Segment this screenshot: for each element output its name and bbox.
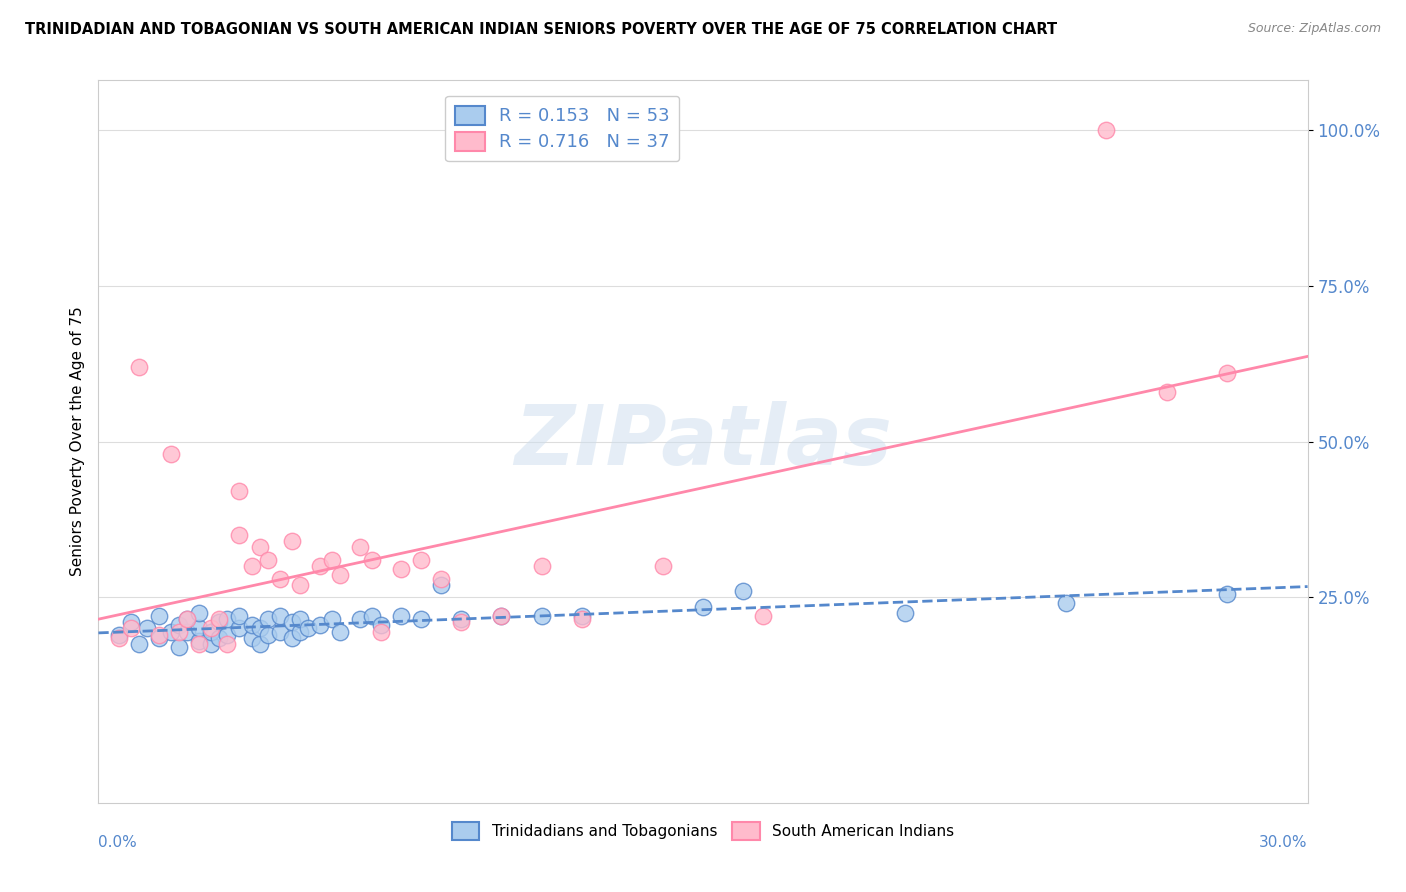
Point xyxy=(349,541,371,555)
Point xyxy=(256,553,278,567)
Text: 0.0%: 0.0% xyxy=(98,835,138,850)
Point xyxy=(321,612,343,626)
Legend: Trinidadians and Tobagonians, South American Indians: Trinidadians and Tobagonians, South Amer… xyxy=(446,816,960,846)
Point xyxy=(450,612,472,626)
Point xyxy=(167,624,190,639)
Text: 30.0%: 30.0% xyxy=(1260,835,1308,850)
Point xyxy=(200,624,222,639)
Point xyxy=(389,609,412,624)
Point xyxy=(208,612,231,626)
Point xyxy=(120,621,142,635)
Point xyxy=(160,447,183,461)
Point xyxy=(148,609,170,624)
Point xyxy=(329,568,352,582)
Point xyxy=(288,624,311,639)
Point xyxy=(692,599,714,614)
Point xyxy=(269,572,291,586)
Point xyxy=(297,621,319,635)
Point xyxy=(249,621,271,635)
Point xyxy=(128,359,150,374)
Point xyxy=(491,609,513,624)
Point xyxy=(361,553,384,567)
Point xyxy=(530,609,553,624)
Point xyxy=(409,612,432,626)
Point xyxy=(370,624,392,639)
Text: TRINIDADIAN AND TOBAGONIAN VS SOUTH AMERICAN INDIAN SENIORS POVERTY OVER THE AGE: TRINIDADIAN AND TOBAGONIAN VS SOUTH AMER… xyxy=(25,22,1057,37)
Point xyxy=(128,637,150,651)
Point xyxy=(188,637,211,651)
Point xyxy=(188,606,211,620)
Point xyxy=(188,633,211,648)
Point xyxy=(176,624,198,639)
Point xyxy=(120,615,142,630)
Point xyxy=(240,618,263,632)
Point xyxy=(188,621,211,635)
Point xyxy=(309,618,332,632)
Point xyxy=(228,609,250,624)
Point xyxy=(288,578,311,592)
Point xyxy=(148,631,170,645)
Point xyxy=(217,612,239,626)
Point xyxy=(571,612,593,626)
Point xyxy=(148,627,170,641)
Point xyxy=(1156,384,1178,399)
Point xyxy=(733,584,755,599)
Point xyxy=(269,624,291,639)
Point xyxy=(228,528,250,542)
Point xyxy=(135,621,157,635)
Y-axis label: Seniors Poverty Over the Age of 75: Seniors Poverty Over the Age of 75 xyxy=(69,307,84,576)
Point xyxy=(208,631,231,645)
Point xyxy=(167,640,190,654)
Point xyxy=(1216,587,1239,601)
Point xyxy=(1095,123,1118,137)
Point xyxy=(349,612,371,626)
Point xyxy=(107,627,129,641)
Point xyxy=(217,637,239,651)
Point xyxy=(240,631,263,645)
Text: Source: ZipAtlas.com: Source: ZipAtlas.com xyxy=(1247,22,1381,36)
Point xyxy=(1054,597,1077,611)
Point xyxy=(217,627,239,641)
Point xyxy=(256,612,278,626)
Point xyxy=(208,615,231,630)
Point xyxy=(893,606,915,620)
Point xyxy=(571,609,593,624)
Point xyxy=(228,621,250,635)
Point xyxy=(160,624,183,639)
Point xyxy=(281,631,304,645)
Point xyxy=(370,618,392,632)
Point xyxy=(281,615,304,630)
Point xyxy=(240,559,263,574)
Point xyxy=(329,624,352,639)
Point xyxy=(389,562,412,576)
Point xyxy=(430,578,453,592)
Point xyxy=(107,631,129,645)
Point xyxy=(269,609,291,624)
Point xyxy=(200,637,222,651)
Point xyxy=(752,609,775,624)
Point xyxy=(167,618,190,632)
Point xyxy=(228,484,250,499)
Point xyxy=(530,559,553,574)
Point xyxy=(176,612,198,626)
Point xyxy=(309,559,332,574)
Text: ZIPatlas: ZIPatlas xyxy=(515,401,891,482)
Point xyxy=(321,553,343,567)
Point xyxy=(176,612,198,626)
Point xyxy=(491,609,513,624)
Point xyxy=(1216,366,1239,380)
Point xyxy=(288,612,311,626)
Point xyxy=(450,615,472,630)
Point xyxy=(200,621,222,635)
Point xyxy=(430,572,453,586)
Point xyxy=(281,534,304,549)
Point xyxy=(361,609,384,624)
Point xyxy=(256,627,278,641)
Point xyxy=(651,559,673,574)
Point xyxy=(409,553,432,567)
Point xyxy=(249,541,271,555)
Point xyxy=(249,637,271,651)
